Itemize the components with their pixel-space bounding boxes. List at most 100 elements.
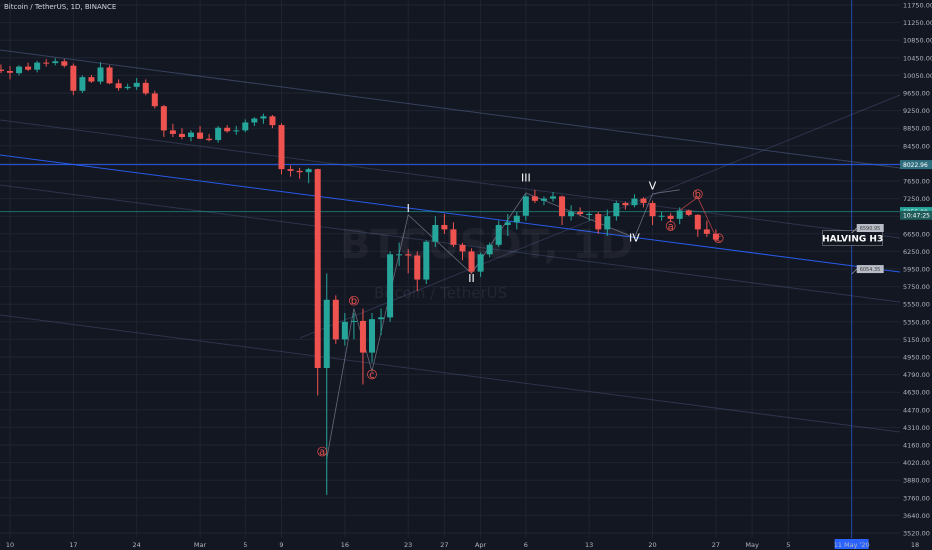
candle[interactable] [423,240,430,284]
candle-body[interactable] [269,116,276,126]
candle-body[interactable] [287,169,294,171]
candle-body[interactable] [703,229,710,234]
candle[interactable] [260,113,267,124]
candle-body[interactable] [16,66,23,74]
candle[interactable] [414,251,421,291]
candle[interactable] [341,313,348,346]
candle[interactable] [703,220,710,237]
candle-body[interactable] [314,169,321,368]
candle-body[interactable] [658,215,665,217]
candle-body[interactable] [278,125,285,170]
candle[interactable] [613,200,620,221]
candle-body[interactable] [559,196,566,217]
candle-body[interactable] [423,241,430,280]
candle[interactable] [550,192,556,202]
candle[interactable] [278,123,285,175]
candle[interactable] [568,205,575,221]
candle-body[interactable] [550,196,556,199]
candle[interactable] [106,65,113,85]
candle-body[interactable] [305,169,312,173]
candle[interactable] [359,308,366,385]
candle-body[interactable] [7,71,13,73]
candle[interactable] [206,133,213,142]
candle-body[interactable] [115,83,122,89]
candle-body[interactable] [540,198,547,201]
candle[interactable] [332,295,339,344]
candle-body[interactable] [414,255,421,280]
candle[interactable] [513,211,520,230]
candle[interactable] [314,168,321,396]
candle-body[interactable] [378,317,385,320]
candle[interactable] [0,64,4,74]
candle-body[interactable] [387,254,394,318]
candle[interactable] [405,249,412,274]
candle-body[interactable] [323,299,330,368]
candle-body[interactable] [34,62,41,70]
candle[interactable] [124,83,131,90]
candle-body[interactable] [486,244,493,255]
candle-body[interactable] [188,132,194,137]
candle[interactable] [369,313,375,363]
candle[interactable] [450,222,457,247]
candle[interactable] [441,214,448,234]
candle-body[interactable] [441,225,448,230]
candle-body[interactable] [649,203,656,217]
candle-body[interactable] [676,210,683,219]
candle-body[interactable] [459,244,466,252]
candle-body[interactable] [124,86,131,89]
candle-body[interactable] [97,67,104,82]
candles[interactable] [0,58,719,495]
candle-body[interactable] [296,170,303,173]
candle-body[interactable] [0,69,4,71]
candle-body[interactable] [341,321,348,340]
candle-body[interactable] [631,198,638,206]
candle-body[interactable] [43,62,50,64]
candle[interactable] [468,248,475,274]
candle-body[interactable] [106,67,113,84]
candle-body[interactable] [568,211,575,217]
candle-body[interactable] [206,138,213,141]
candle-body[interactable] [640,198,647,203]
candle[interactable] [477,252,484,277]
candle-body[interactable] [215,127,222,141]
price-axis[interactable]: 11750.00 11250.00 10850.00 10450.00 10050.00… [900,0,932,550]
candle-body[interactable] [61,61,68,66]
candle-body[interactable] [396,254,403,256]
candle-body[interactable] [595,214,602,230]
candle[interactable] [142,79,149,96]
candle[interactable] [296,167,303,179]
candle-body[interactable] [613,203,620,217]
candle[interactable] [667,213,674,223]
candle[interactable] [531,189,538,203]
candle-body[interactable] [432,225,439,242]
candle-body[interactable] [468,251,475,272]
time-axis[interactable]: 10 17 24 Mar 5 9 16 23 27 Apr 6 13 20 27 May 5 11 May '2… [0,538,932,550]
candle-body[interactable] [332,299,339,340]
candle-body[interactable] [350,320,357,322]
candle-body[interactable] [495,225,502,245]
candle[interactable] [350,313,357,340]
candle[interactable] [432,216,439,247]
candle[interactable] [387,251,394,322]
candle[interactable] [151,90,158,109]
candle[interactable] [504,214,511,236]
candle[interactable] [712,229,719,242]
candle[interactable] [323,273,330,495]
candle[interactable] [188,130,194,142]
candle-body[interactable] [359,320,366,353]
candle[interactable] [694,214,701,237]
candle-body[interactable] [405,254,412,256]
candle-body[interactable] [197,132,204,139]
candle[interactable] [495,220,502,247]
candle[interactable] [287,165,294,177]
candle[interactable] [658,211,665,221]
candle[interactable] [251,117,258,126]
candle[interactable] [305,167,312,184]
candle[interactable] [378,308,385,335]
candle-body[interactable] [151,93,158,107]
candle[interactable] [396,242,403,267]
candle[interactable] [269,115,276,129]
candle-body[interactable] [242,122,249,131]
candle[interactable] [178,128,185,140]
candle[interactable] [79,75,86,93]
